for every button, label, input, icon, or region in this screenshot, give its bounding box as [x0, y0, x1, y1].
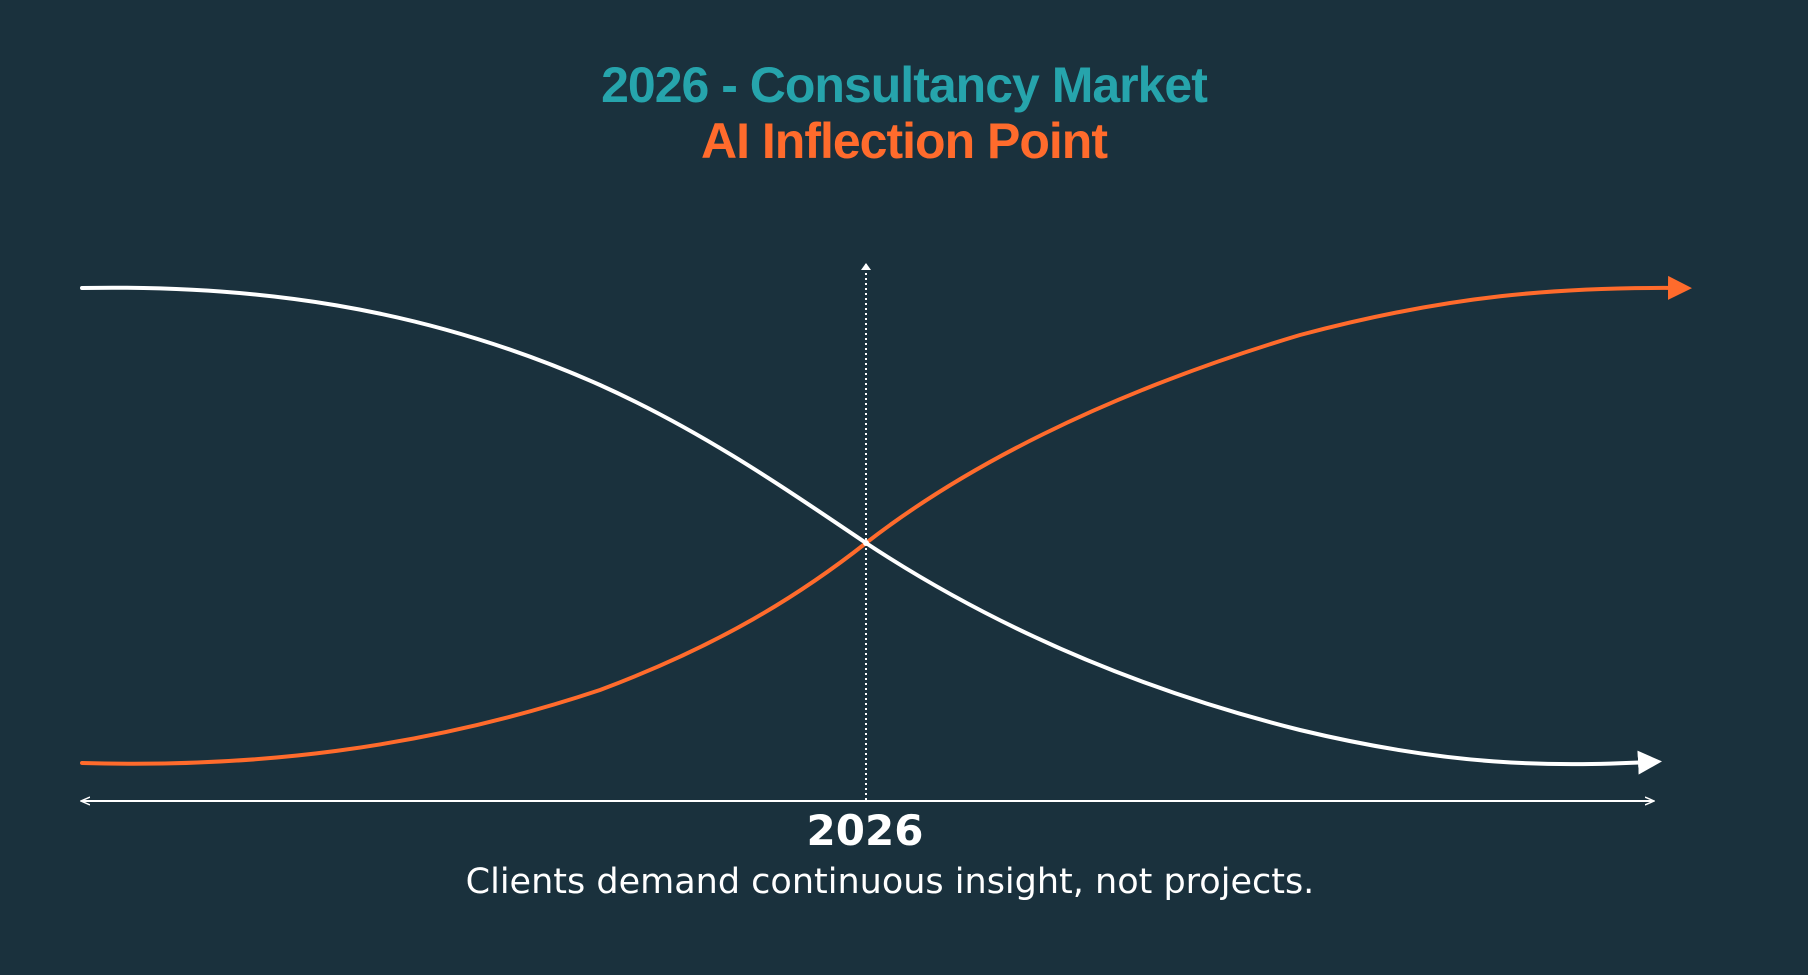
intersection-point: [863, 540, 869, 546]
inflection-year-label: 2026: [806, 806, 924, 855]
caption: Clients demand continuous insight, not p…: [465, 862, 1315, 902]
rising-curve: [80, 275, 1692, 766]
title-line-2: AI Inflection Point: [701, 113, 1108, 169]
title-line-1: 2026 - Consultancy Market: [601, 57, 1208, 113]
